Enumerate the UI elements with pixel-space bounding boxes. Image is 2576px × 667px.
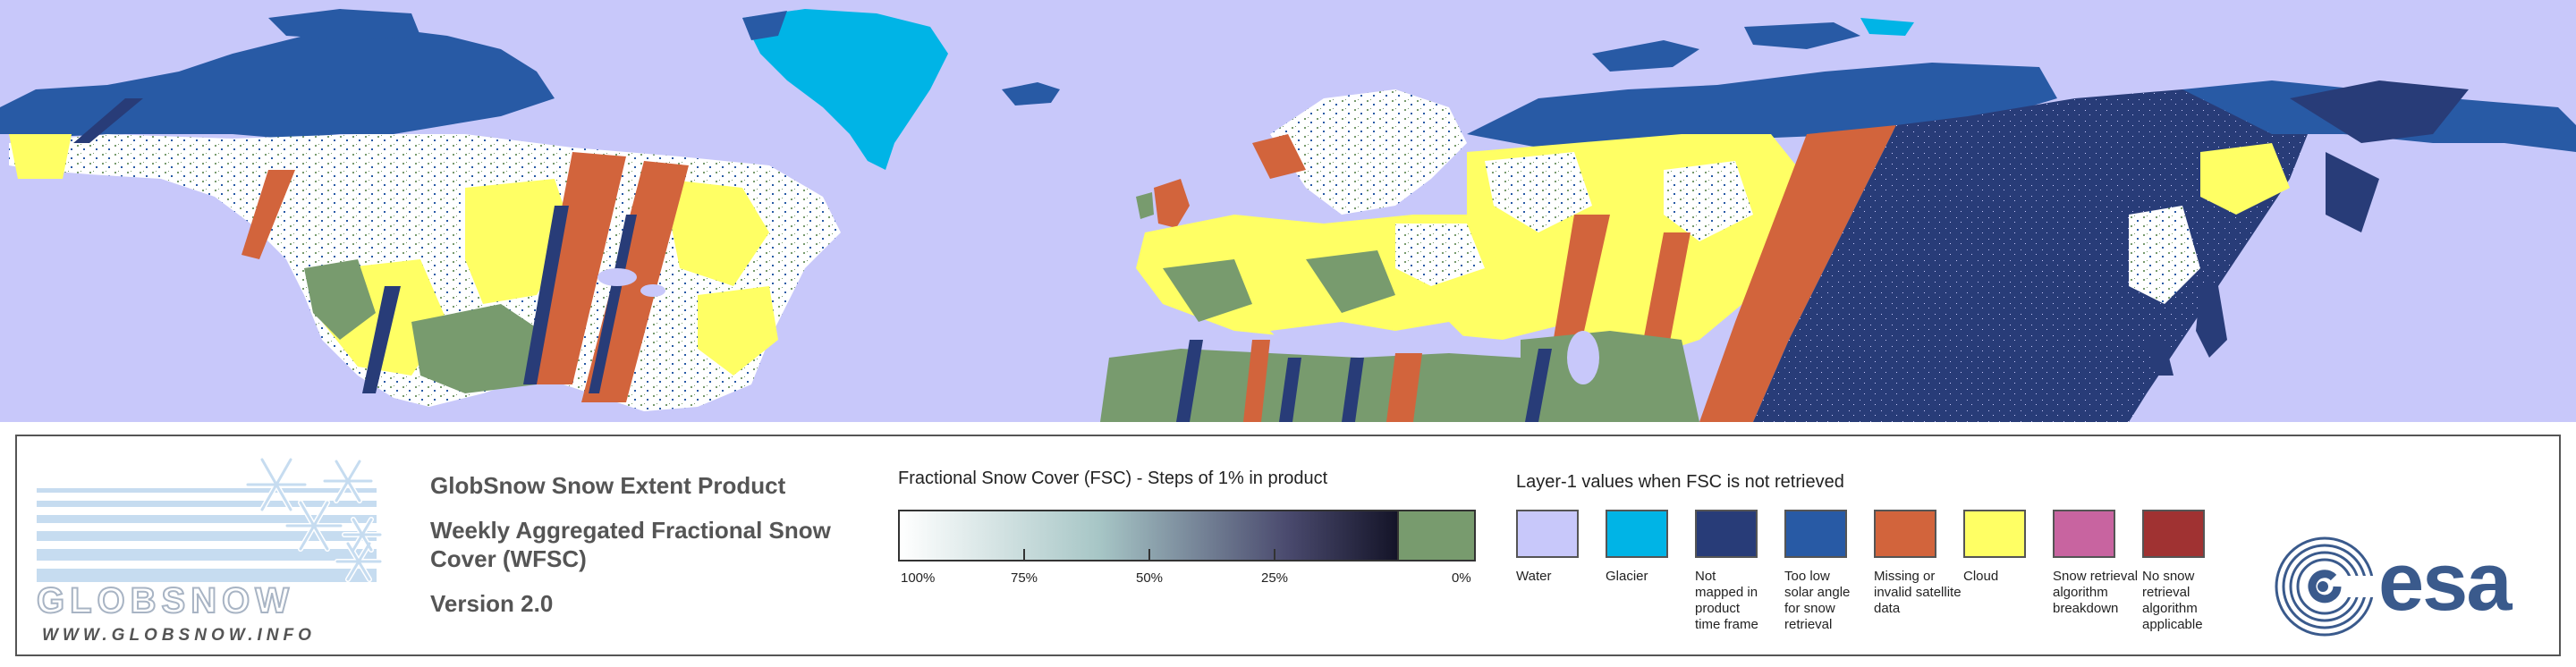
na-not-mapped-stripe-1 <box>362 286 401 393</box>
north-africa <box>1100 349 1538 422</box>
swatch-label-not-mapped: Not mapped in product time frame <box>1695 569 1758 632</box>
fsc-legend-title: Fractional Snow Cover (FSC) - Steps of 1… <box>898 469 1328 488</box>
legend-panel: GLOBSNOW WWW.GLOBSNOW.INFO GlobSnow Snow… <box>15 435 2561 656</box>
swatch-missing-data <box>1874 510 1936 558</box>
scandinavia <box>1270 89 1467 215</box>
iceland <box>1002 82 1060 106</box>
swatch-label-not-applicable: No snow retrieval algorithm applicable <box>2142 569 2203 632</box>
na-missing-stripe-1 <box>528 152 626 384</box>
fsc-tick-75 <box>1274 549 1275 561</box>
esa-emblem-icon <box>2275 536 2387 637</box>
swatch-label-water: Water <box>1516 569 1552 584</box>
swatch-label-missing-data: Missing or invalid satellite data <box>1874 569 1962 616</box>
swatch-not-applicable <box>2142 510 2205 558</box>
esa-wordmark: esa <box>2378 536 2512 628</box>
fsc-tick-label-0: 0% <box>1452 570 1471 586</box>
fsc-tick-label-75: 75% <box>1010 570 1038 586</box>
fsc-tick-label-100: 100% <box>901 570 936 586</box>
swatch-cloud <box>1963 510 2026 558</box>
swatch-algorithm-breakdown <box>2053 510 2115 558</box>
swatch-low-solar-angle <box>1784 510 1847 558</box>
swatch-glacier <box>1606 510 1668 558</box>
fsc-tick-label-25: 25% <box>1260 570 1289 586</box>
east-asia-not-mapped <box>1753 89 2308 422</box>
globsnow-wordmark: GLOBSNOW <box>36 581 294 621</box>
north-america <box>0 9 841 411</box>
asia-missing-band <box>1699 125 1896 422</box>
snow-cover-map <box>0 0 2576 422</box>
swatch-water <box>1516 510 1579 558</box>
fsc-zero-swatch <box>1399 510 1476 561</box>
russia-asia <box>1467 18 2576 422</box>
swatch-label-algorithm-breakdown: Snow retrieval algorithm breakdown <box>2053 569 2139 616</box>
fsc-tick-25 <box>1023 549 1025 561</box>
esa-logo: esa <box>2271 533 2539 640</box>
globsnow-url: WWW.GLOBSNOW.INFO <box>42 626 316 645</box>
na-arctic-low-sun <box>0 27 555 139</box>
swatch-not-mapped <box>1695 510 1758 558</box>
layer1-legend-title: Layer-1 values when FSC is not retrieved <box>1516 472 1844 492</box>
fsc-tick-label-50: 50% <box>1135 570 1164 586</box>
swatch-label-cloud: Cloud <box>1963 569 1999 584</box>
product-version: Version 2.0 <box>430 590 554 617</box>
map-graphic <box>0 9 2576 422</box>
globsnow-logo-graphic <box>37 457 383 582</box>
greenland-glacier <box>742 9 948 170</box>
product-subtitle-line1: Weekly Aggregated Fractional Snow <box>430 517 831 544</box>
product-title: GlobSnow Snow Extent Product <box>430 472 786 499</box>
fsc-tick-50 <box>1148 549 1150 561</box>
swatch-label-low-solar-angle: Too low solar angle for snow retrieval <box>1784 569 1851 632</box>
product-subtitle-line2: Cover (WFSC) <box>430 545 587 572</box>
swatch-label-glacier: Glacier <box>1606 569 1648 584</box>
globsnow-logo: GLOBSNOW WWW.GLOBSNOW.INFO <box>36 449 394 646</box>
